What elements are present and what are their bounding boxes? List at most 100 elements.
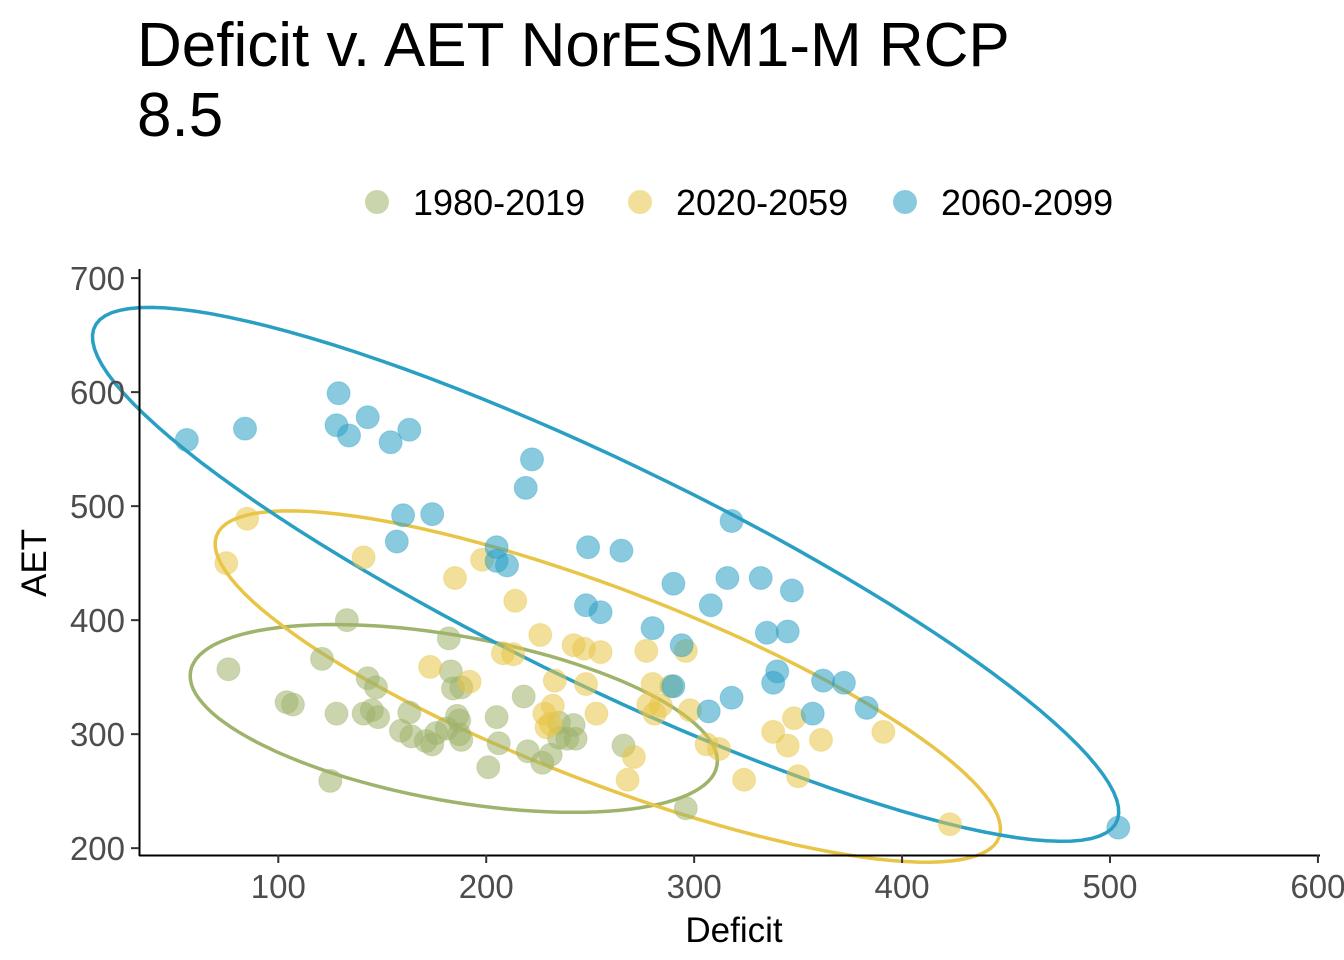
data-point: [640, 616, 665, 641]
data-point: [634, 638, 659, 663]
data-point: [391, 503, 416, 528]
series-ellipses: [90, 305, 1121, 864]
data-point: [732, 767, 757, 792]
data-point: [484, 705, 509, 730]
data-point: [775, 733, 800, 758]
x-axis-title: Deficit: [685, 911, 783, 950]
data-point: [831, 670, 856, 695]
data-point: [355, 405, 380, 430]
data-point: [854, 695, 879, 720]
data-point: [366, 705, 391, 730]
data-point: [384, 529, 409, 554]
data-point: [719, 685, 744, 710]
data-point: [640, 672, 665, 696]
data-point: [495, 553, 519, 578]
data-point: [214, 551, 239, 576]
data-point: [457, 669, 482, 694]
data-point: [503, 588, 528, 613]
data-point: [511, 684, 536, 709]
data-point: [576, 535, 601, 560]
data-point: [809, 727, 833, 752]
data-point: [588, 640, 613, 665]
data-point: [754, 620, 779, 645]
x-tick-label: 200: [459, 868, 514, 905]
data-point: [698, 593, 723, 618]
data-point: [811, 668, 836, 693]
data-point: [540, 693, 565, 718]
data-point: [418, 654, 443, 679]
data-point: [661, 571, 686, 596]
data-point: [574, 672, 598, 696]
data-point: [673, 796, 698, 821]
data-point: [235, 506, 260, 531]
y-tick-label: 300: [70, 716, 125, 753]
data-point: [449, 727, 474, 752]
data-point: [761, 719, 786, 744]
data-point: [364, 675, 388, 700]
x-tick-label: 600: [1290, 868, 1344, 905]
data-point: [513, 475, 538, 500]
data-point: [779, 578, 804, 603]
data-point: [1106, 815, 1131, 840]
data-point: [719, 509, 744, 533]
x-tick-label: 400: [875, 868, 930, 905]
data-point: [436, 626, 461, 651]
data-point: [696, 699, 721, 724]
data-point: [378, 430, 403, 455]
chart-title-line2: 8.5: [137, 81, 223, 150]
data-point: [648, 693, 673, 718]
series-ellipse: [188, 622, 720, 815]
data-point: [786, 764, 811, 789]
data-point: [233, 416, 257, 441]
data-point: [280, 692, 305, 717]
legend: 1980-2019 2020-2059 2060-2099: [365, 182, 1113, 223]
data-point: [775, 619, 800, 644]
y-tick-label: 400: [70, 602, 125, 639]
data-point: [609, 538, 634, 563]
data-point: [765, 659, 790, 684]
data-point: [871, 719, 896, 744]
data-point: [669, 633, 694, 658]
data-point: [318, 768, 343, 793]
data-point: [443, 566, 467, 590]
data-point: [528, 623, 553, 647]
legend-key: [365, 190, 389, 214]
data-point: [397, 700, 422, 725]
data-point: [615, 767, 640, 792]
data-point: [661, 674, 686, 699]
y-tick-label: 500: [70, 488, 125, 525]
axes: [138, 269, 1320, 857]
data-point: [324, 701, 349, 726]
legend-item: 2060-2099: [893, 182, 1113, 223]
legend-label: 2020-2059: [676, 182, 848, 223]
chart-title-line1: Deficit v. AET NorESM1-M RCP: [137, 11, 1010, 80]
data-point: [715, 566, 740, 590]
data-point: [310, 646, 334, 671]
data-point: [563, 726, 588, 751]
data-point: [501, 642, 526, 667]
x-ticks: 100 200 300 400 500 600: [251, 855, 1344, 905]
data-point: [397, 417, 422, 442]
data-point: [748, 566, 773, 590]
data-point: [216, 657, 241, 682]
data-point: [486, 731, 511, 756]
legend-label: 1980-2019: [413, 182, 585, 223]
y-tick-label: 200: [70, 830, 125, 867]
legend-key: [628, 190, 652, 214]
data-point: [326, 381, 351, 406]
data-point: [337, 423, 361, 448]
legend-item: 2020-2059: [628, 182, 848, 223]
data-point: [476, 755, 501, 780]
legend-item: 1980-2019: [365, 182, 585, 223]
x-tick-label: 100: [251, 868, 306, 905]
data-point: [351, 545, 376, 570]
y-tick-label: 700: [70, 260, 125, 297]
y-tick-label: 600: [70, 374, 125, 411]
data-point: [174, 428, 199, 452]
legend-key: [893, 190, 917, 214]
y-ticks: 200 300 400 500 600 700: [70, 260, 139, 867]
data-point: [584, 701, 609, 726]
data-point: [542, 668, 567, 693]
data-point: [420, 502, 445, 527]
